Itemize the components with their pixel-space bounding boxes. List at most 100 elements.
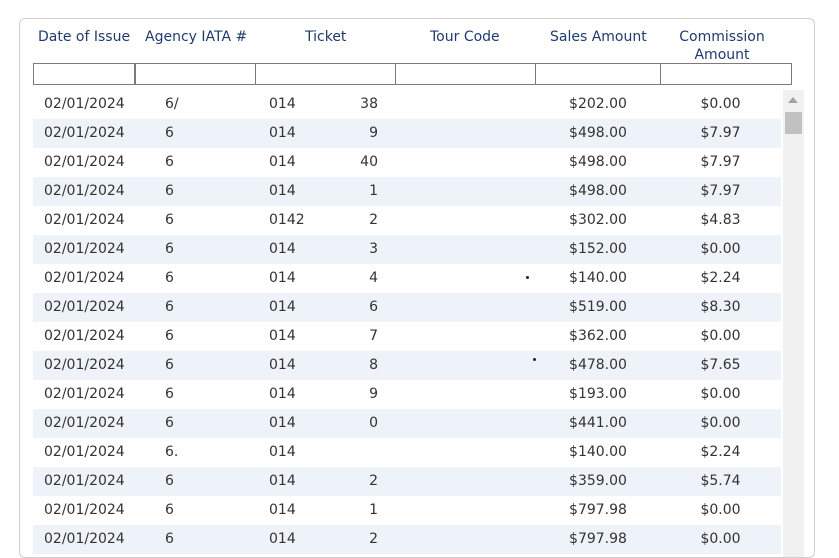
cell-sales-amount: $362.00 xyxy=(569,328,627,344)
cell-commission-amount: $2.24 xyxy=(700,270,741,286)
table-row[interactable]: 02/01/2024 6 014 9 $193.00 $0.00 xyxy=(33,380,781,409)
cell-date-of-issue: 02/01/2024 xyxy=(44,502,125,518)
cell-date-of-issue: 02/01/2024 xyxy=(44,328,125,344)
cell-ticket-suffix: 38 xyxy=(360,96,378,112)
cell-date-of-issue: 02/01/2024 xyxy=(44,270,125,286)
filter-ticket[interactable] xyxy=(255,63,396,85)
cell-ticket-suffix: 2 xyxy=(369,473,378,489)
cell-sales-amount: $152.00 xyxy=(569,241,627,257)
filter-tour-code[interactable] xyxy=(395,63,536,85)
cell-commission-amount: $0.00 xyxy=(700,531,741,547)
filter-row xyxy=(20,63,814,87)
cell-sales-amount: $140.00 xyxy=(569,444,627,460)
cell-commission-amount: $0.00 xyxy=(700,386,741,402)
ticket-grid-panel: Date of Issue Agency IATA # Ticket Tour … xyxy=(19,18,815,558)
cell-agency-iata: 6. xyxy=(165,444,179,460)
cell-date-of-issue: 02/01/2024 xyxy=(44,183,125,199)
cell-sales-amount: $302.00 xyxy=(569,212,627,228)
table-row[interactable]: 02/01/2024 6 014 4 $140.00 $2.24 xyxy=(33,264,781,293)
table-row[interactable]: 02/01/2024 6 014 40 $498.00 $7.97 xyxy=(33,148,781,177)
cell-ticket-prefix: 014 xyxy=(269,270,296,286)
cell-commission-amount: $0.00 xyxy=(700,96,741,112)
scrollbar-thumb[interactable] xyxy=(785,112,802,134)
cell-agency-iata: 6 xyxy=(165,241,174,257)
header-commission-amount[interactable]: Commission Amount xyxy=(660,28,784,64)
cell-date-of-issue: 02/01/2024 xyxy=(44,212,125,228)
cell-commission-amount: $0.00 xyxy=(700,328,741,344)
cell-ticket-suffix: 8 xyxy=(369,357,378,373)
cell-date-of-issue: 02/01/2024 xyxy=(44,531,125,547)
cell-date-of-issue: 02/01/2024 xyxy=(44,415,125,431)
column-headers: Date of Issue Agency IATA # Ticket Tour … xyxy=(20,19,814,65)
stray-pixel-mark xyxy=(533,358,536,361)
table-row[interactable]: 02/01/2024 6 014 6 $519.00 $8.30 xyxy=(33,293,781,322)
cell-date-of-issue: 02/01/2024 xyxy=(44,299,125,315)
table-row[interactable]: 02/01/2024 6. 014 $140.00 $2.24 xyxy=(33,438,781,467)
cell-date-of-issue: 02/01/2024 xyxy=(44,444,125,460)
cell-commission-amount: $0.00 xyxy=(700,415,741,431)
cell-ticket-suffix: 40 xyxy=(360,154,378,170)
cell-agency-iata: 6 xyxy=(165,502,174,518)
filter-agency-iata[interactable] xyxy=(135,63,256,85)
table-row[interactable]: 02/01/2024 6 014 8 $478.00 $7.65 xyxy=(33,351,781,380)
cell-ticket-prefix: 014 xyxy=(269,299,296,315)
cell-commission-amount: $7.97 xyxy=(700,183,741,199)
cell-agency-iata: 6 xyxy=(165,531,174,547)
table-row[interactable]: 02/01/2024 6 014 2 $359.00 $5.74 xyxy=(33,467,781,496)
table-row[interactable]: 02/01/2024 6 014 9 $498.00 $7.97 xyxy=(33,119,781,148)
cell-sales-amount: $140.00 xyxy=(569,270,627,286)
table-row[interactable]: 02/01/2024 6 014 0 $441.00 $0.00 xyxy=(33,409,781,438)
header-commission-line2: Amount xyxy=(694,47,750,63)
cell-ticket-suffix: 2 xyxy=(369,212,378,228)
filter-sales-amount[interactable] xyxy=(535,63,661,85)
cell-ticket-prefix: 014 xyxy=(269,96,296,112)
cell-ticket-prefix: 014 xyxy=(269,125,296,141)
cell-ticket-suffix: 0 xyxy=(369,415,378,431)
cell-sales-amount: $478.00 xyxy=(569,357,627,373)
cell-sales-amount: $193.00 xyxy=(569,386,627,402)
cell-sales-amount: $498.00 xyxy=(569,154,627,170)
cell-date-of-issue: 02/01/2024 xyxy=(44,125,125,141)
header-date-of-issue[interactable]: Date of Issue xyxy=(38,29,131,45)
cell-ticket-suffix: 2 xyxy=(369,531,378,547)
filter-commission-amount[interactable] xyxy=(660,63,792,85)
header-agency-iata[interactable]: Agency IATA # xyxy=(145,29,248,45)
cell-ticket-prefix: 014 xyxy=(269,502,296,518)
header-ticket[interactable]: Ticket xyxy=(305,29,347,45)
scroll-up-arrow-icon[interactable] xyxy=(788,97,798,103)
table-row[interactable]: 02/01/2024 6/014 38 $202.00 $0.00 xyxy=(33,90,781,119)
cell-ticket-prefix: 014 xyxy=(269,444,296,460)
cell-ticket-prefix: 014 xyxy=(269,386,296,402)
cell-agency-iata: 6 xyxy=(165,154,174,170)
cell-agency-iata: 6 xyxy=(165,473,174,489)
table-row[interactable]: 02/01/2024 6 014 3 $152.00 $0.00 xyxy=(33,235,781,264)
cell-agency-iata: 6 xyxy=(165,270,174,286)
cell-commission-amount: $5.74 xyxy=(700,473,741,489)
cell-ticket-prefix: 014 xyxy=(269,415,296,431)
cell-ticket-suffix: 1 xyxy=(369,183,378,199)
cell-ticket-suffix: 9 xyxy=(369,386,378,402)
cell-date-of-issue: 02/01/2024 xyxy=(44,154,125,170)
table-row[interactable]: 02/01/2024 6 014 1 $498.00 $7.97 xyxy=(33,177,781,206)
cell-ticket-suffix: 3 xyxy=(369,241,378,257)
cell-date-of-issue: 02/01/2024 xyxy=(44,473,125,489)
cell-agency-iata: 6 xyxy=(165,328,174,344)
cell-sales-amount: $202.00 xyxy=(569,96,627,112)
header-sales-amount[interactable]: Sales Amount xyxy=(550,29,647,45)
cell-ticket-prefix: 014 xyxy=(269,328,296,344)
table-row[interactable]: 02/01/2024 6 014 1 $797.98 $0.00 xyxy=(33,496,781,525)
cell-sales-amount: $359.00 xyxy=(569,473,627,489)
cell-ticket-prefix: 014 xyxy=(269,357,296,373)
vertical-scrollbar[interactable] xyxy=(783,90,804,557)
table-row[interactable]: 02/01/2024 6 0142 2 $302.00 $4.83 xyxy=(33,206,781,235)
header-tour-code[interactable]: Tour Code xyxy=(430,29,500,45)
cell-date-of-issue: 02/01/2024 xyxy=(44,357,125,373)
cell-ticket-prefix: 014 xyxy=(269,531,296,547)
table-row[interactable]: 02/01/2024 6 014 2 $797.98 $0.00 xyxy=(33,525,781,554)
cell-ticket-prefix: 0142 xyxy=(269,212,305,228)
cell-agency-iata: 6 xyxy=(165,357,174,373)
filter-date-of-issue[interactable] xyxy=(33,63,135,85)
cell-ticket-prefix: 014 xyxy=(269,154,296,170)
table-row[interactable]: 02/01/2024 6 014 7 $362.00 $0.00 xyxy=(33,322,781,351)
cell-commission-amount: $0.00 xyxy=(700,241,741,257)
